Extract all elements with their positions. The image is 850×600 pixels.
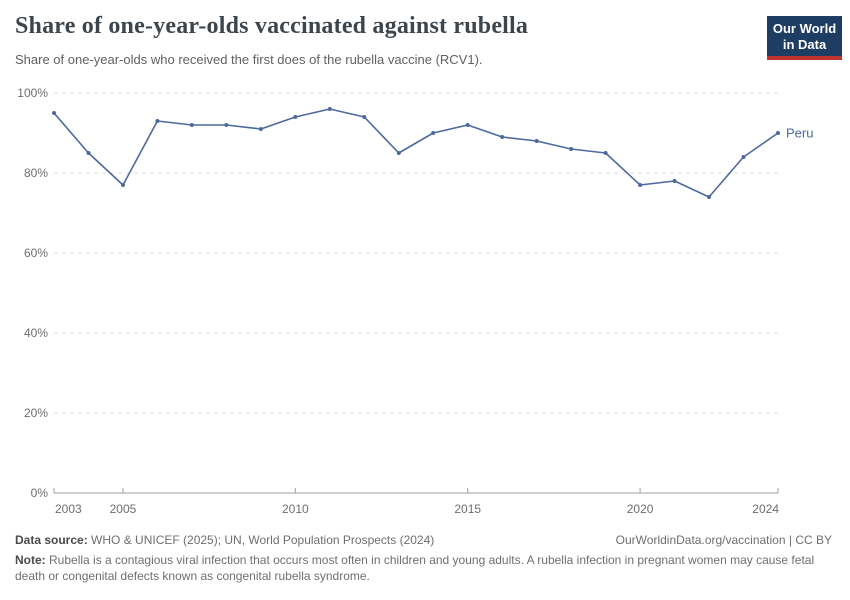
y-axis-label: 80% — [24, 166, 48, 180]
data-point[interactable] — [189, 123, 194, 127]
series-line[interactable] — [53, 108, 779, 198]
x-axis-label: 2024 — [752, 502, 779, 516]
y-axis-label: 40% — [24, 326, 48, 340]
license-line: OurWorldinData.org/vaccination | CC BY — [616, 533, 832, 549]
owid-logo-line2: in Data — [782, 36, 827, 52]
x-axis-label: 2003 — [55, 502, 82, 516]
plot-area[interactable]: 0% 20% 40% 60% 80% 100% 2003 2005 2010 2015 2020 20… — [0, 80, 850, 530]
owid-logo[interactable]: Our World in Data — [767, 16, 842, 61]
footer-source-row: Data source: WHO & UNICEF (2025); UN, Wo… — [15, 533, 832, 549]
note-label: Note: — [15, 553, 46, 567]
x-axis-label: 2015 — [454, 502, 481, 516]
note-text: Rubella is a contagious viral infection … — [15, 553, 815, 583]
x-axis-label: 2010 — [282, 502, 309, 516]
data-point[interactable] — [569, 147, 574, 151]
line-chart[interactable]: 0% 20% 40% 60% 80% 100% 2003 2005 2010 2015 2020 20… — [0, 80, 850, 530]
data-point[interactable] — [327, 107, 332, 111]
y-axis-label: 0% — [31, 486, 49, 500]
data-point[interactable] — [52, 111, 56, 115]
y-axis-label: 20% — [24, 406, 48, 420]
data-point[interactable] — [603, 151, 608, 155]
data-point[interactable] — [86, 151, 91, 155]
chart-subtitle: Share of one-year-olds who received the … — [15, 52, 483, 67]
y-axis-label: 100% — [17, 86, 48, 100]
data-point[interactable] — [638, 183, 643, 187]
page-title: Share of one-year-olds vaccinated agains… — [15, 13, 529, 39]
owid-url-link[interactable]: OurWorldinData.org/vaccination — [615, 533, 786, 547]
data-point[interactable] — [396, 151, 401, 155]
data-source-text: WHO & UNICEF (2025); UN, World Populatio… — [87, 533, 435, 547]
data-point[interactable] — [121, 183, 125, 187]
data-point[interactable] — [155, 119, 160, 123]
data-point[interactable] — [431, 131, 436, 135]
data-point[interactable] — [258, 127, 263, 131]
data-point[interactable] — [293, 115, 298, 119]
data-point[interactable] — [672, 179, 677, 183]
data-point[interactable] — [776, 131, 780, 135]
data-point[interactable] — [534, 139, 539, 143]
data-source: Data source: WHO & UNICEF (2025); UN, Wo… — [15, 533, 434, 549]
license-text: | CC BY — [785, 533, 832, 547]
x-axis-label: 2020 — [627, 502, 654, 516]
x-axis-label: 2005 — [110, 502, 137, 516]
chart-note: Note: Rubella is a contagious viral infe… — [15, 553, 830, 584]
data-point[interactable] — [362, 115, 367, 119]
data-point[interactable] — [465, 123, 470, 127]
data-point[interactable] — [741, 155, 746, 159]
data-source-label: Data source: — [15, 533, 88, 547]
series-label[interactable]: Peru — [786, 126, 813, 141]
owid-logo-line1: Our World — [772, 21, 837, 36]
data-point[interactable] — [224, 123, 229, 127]
data-point[interactable] — [500, 135, 505, 139]
y-axis-label: 60% — [24, 246, 48, 260]
data-point[interactable] — [707, 195, 711, 199]
